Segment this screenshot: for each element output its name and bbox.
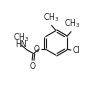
Text: O: O [30, 62, 36, 71]
Text: O: O [34, 45, 40, 54]
Text: CH$_3$: CH$_3$ [43, 12, 59, 24]
Text: CH$_3$: CH$_3$ [13, 31, 29, 44]
Text: HN: HN [15, 40, 26, 49]
Text: Cl: Cl [73, 46, 80, 55]
Text: CH$_3$: CH$_3$ [64, 18, 80, 30]
